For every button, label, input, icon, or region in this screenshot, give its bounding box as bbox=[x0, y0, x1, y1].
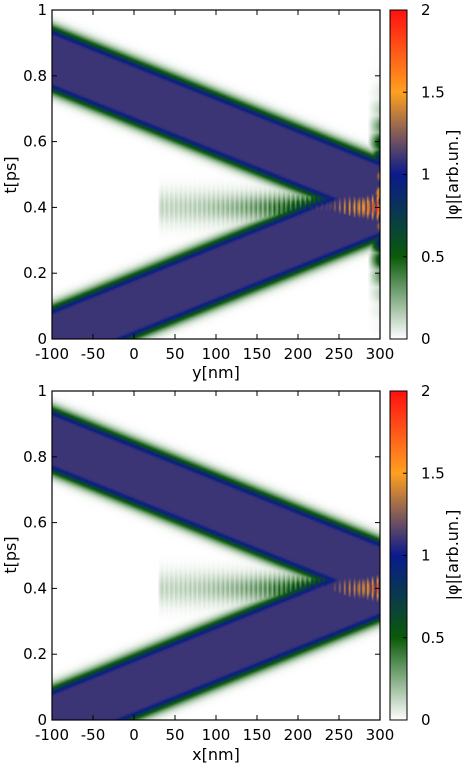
y-tick-label: 0.6 bbox=[23, 514, 47, 532]
colorbar-ticks: 0 0.5 1 1.5 2 bbox=[403, 1, 445, 348]
x-tick-label: -50 bbox=[81, 345, 106, 363]
x-tick-label: 50 bbox=[165, 345, 184, 363]
x-ticks: -100 -50 0 50 100 150 200 250 300 bbox=[35, 391, 394, 744]
x-tick-label: 0 bbox=[129, 726, 139, 744]
heatmap-panel-bottom: -100 -50 0 50 100 150 200 250 300 0 0.2 0.4 0.6 0.8 1… bbox=[1, 382, 462, 764]
x-tick-label: 300 bbox=[366, 345, 395, 363]
colorbar-ticks: 0 0.5 1 1.5 2 bbox=[403, 382, 445, 729]
x-tick-label: 200 bbox=[284, 345, 313, 363]
x-ticks: -100 -50 0 50 100 150 200 250 300 bbox=[35, 10, 394, 363]
heatmap-panel-top: -100 -50 0 50 100 150 200 250 300 0 0.2 0.4 0.6 0.8 1… bbox=[1, 1, 462, 382]
colorbar-tick-label: 2 bbox=[421, 1, 431, 19]
x-axis-label: x[nm] bbox=[192, 745, 240, 764]
heatmap-image bbox=[52, 391, 380, 720]
x-tick-label: 150 bbox=[243, 726, 272, 744]
x-tick-label: 150 bbox=[243, 345, 272, 363]
x-tick-label: -50 bbox=[81, 726, 106, 744]
colorbar-tick-label: 0.5 bbox=[421, 629, 445, 647]
y-tick-label: 0.4 bbox=[23, 198, 47, 216]
colorbar-tick-label: 1.5 bbox=[421, 464, 445, 482]
x-tick-label: 100 bbox=[202, 726, 231, 744]
colorbar-label: |φ|[arb.un.] bbox=[443, 130, 462, 221]
x-tick-label: 100 bbox=[202, 345, 231, 363]
colorbar-tick-label: 0.5 bbox=[421, 248, 445, 266]
heatmap-raster bbox=[52, 391, 380, 720]
x-tick-label: 250 bbox=[325, 345, 354, 363]
y-tick-label: 0.8 bbox=[23, 448, 47, 466]
x-tick-label: 250 bbox=[325, 726, 354, 744]
y-ticks: 0 0.2 0.4 0.6 0.8 1 bbox=[23, 1, 380, 348]
y-axis-label: t[ps] bbox=[1, 156, 20, 193]
x-tick-label: 300 bbox=[366, 726, 395, 744]
heatmap-raster bbox=[52, 10, 380, 339]
x-tick-label: 0 bbox=[129, 345, 139, 363]
x-tick-label: -100 bbox=[35, 345, 69, 363]
colorbar-tick-label: 0 bbox=[421, 711, 431, 729]
y-ticks: 0 0.2 0.4 0.6 0.8 1 bbox=[23, 382, 380, 729]
x-tick-label: 200 bbox=[284, 726, 313, 744]
y-tick-label: 0.2 bbox=[23, 264, 47, 282]
colorbar-tick-label: 1 bbox=[421, 547, 431, 565]
colorbar-tick-label: 2 bbox=[421, 382, 431, 400]
x-tick-label: -100 bbox=[35, 726, 69, 744]
colorbar-tick-label: 0 bbox=[421, 330, 431, 348]
colorbar-tick-label: 1.5 bbox=[421, 83, 445, 101]
heatmap-image bbox=[52, 10, 380, 339]
y-tick-label: 0 bbox=[37, 711, 47, 729]
y-tick-label: 0.4 bbox=[23, 579, 47, 597]
y-tick-label: 0.6 bbox=[23, 133, 47, 151]
y-tick-label: 0 bbox=[37, 330, 47, 348]
colorbar-tick-label: 1 bbox=[421, 166, 431, 184]
y-tick-label: 1 bbox=[37, 382, 47, 400]
y-axis-label: t[ps] bbox=[1, 536, 20, 573]
colorbar-label: |φ|[arb.un.] bbox=[443, 510, 462, 601]
y-tick-label: 0.2 bbox=[23, 645, 47, 663]
x-axis-label: y[nm] bbox=[192, 363, 240, 382]
x-tick-label: 50 bbox=[165, 726, 184, 744]
y-tick-label: 0.8 bbox=[23, 67, 47, 85]
y-tick-label: 1 bbox=[37, 1, 47, 19]
